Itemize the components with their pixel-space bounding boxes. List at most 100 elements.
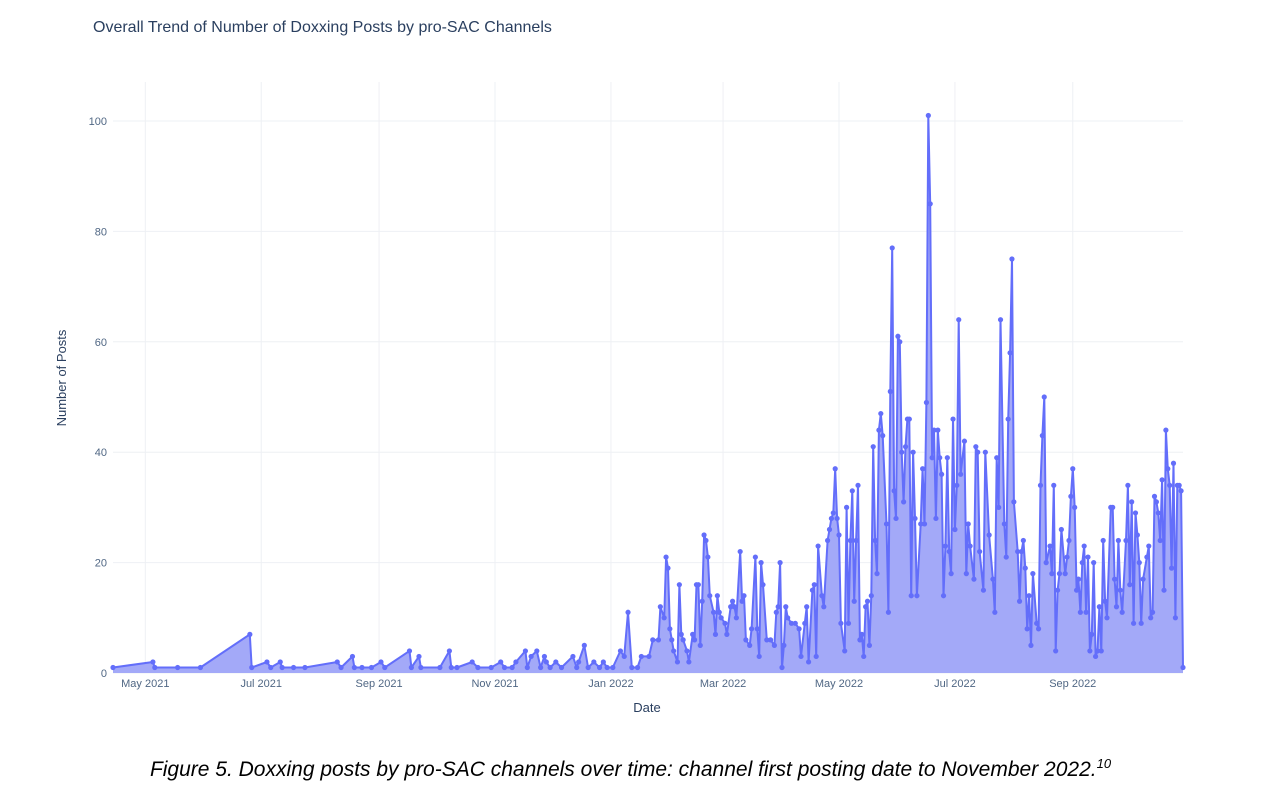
- data-point: [982, 449, 988, 455]
- data-point: [1155, 510, 1161, 516]
- data-point: [961, 438, 968, 444]
- data-point: [1066, 537, 1072, 544]
- data-point: [1072, 504, 1078, 510]
- data-point: [610, 664, 616, 671]
- data-point: [944, 455, 950, 461]
- data-point: [665, 565, 671, 571]
- data-point: [1102, 598, 1108, 604]
- data-point: [1138, 620, 1144, 626]
- data-point: [1178, 488, 1184, 494]
- data-point: [249, 664, 255, 671]
- data-point: [950, 416, 956, 422]
- data-point: [1119, 609, 1125, 615]
- data-point: [1146, 543, 1152, 549]
- data-point: [992, 609, 998, 615]
- data-point: [1129, 499, 1135, 505]
- data-point: [722, 620, 728, 626]
- data-point: [576, 659, 582, 665]
- data-point: [1079, 560, 1085, 566]
- data-point: [1030, 571, 1036, 577]
- data-point: [773, 609, 779, 615]
- data-point: [1005, 416, 1011, 422]
- data-point: [1115, 537, 1121, 544]
- data-point: [1073, 587, 1080, 593]
- data-point: [667, 626, 673, 632]
- data-point: [889, 245, 895, 251]
- data-point: [1041, 394, 1047, 400]
- data-point: [334, 659, 340, 665]
- data-point: [655, 637, 662, 643]
- data-point: [792, 620, 798, 626]
- data-point: [1104, 615, 1110, 621]
- data-point: [870, 444, 876, 450]
- data-point: [264, 659, 270, 665]
- data-point: [710, 609, 717, 615]
- data-point: [1149, 609, 1156, 615]
- data-point: [887, 388, 893, 395]
- data-point: [866, 642, 873, 649]
- data-point: [448, 664, 454, 671]
- data-point: [771, 642, 777, 649]
- data-point: [1070, 466, 1076, 472]
- data-point: [538, 664, 544, 671]
- data-point: [739, 598, 745, 604]
- data-point: [1028, 642, 1034, 649]
- caption-footnote: 10: [1096, 756, 1112, 771]
- data-point: [997, 317, 1004, 323]
- x-tick-label: May 2022: [815, 678, 863, 690]
- data-point: [747, 642, 753, 649]
- data-point: [416, 653, 422, 660]
- data-point: [906, 416, 912, 422]
- data-point: [805, 659, 812, 665]
- data-point: [1100, 537, 1106, 544]
- data-point: [878, 410, 884, 417]
- data-point: [669, 637, 675, 643]
- data-point: [874, 571, 880, 577]
- figure-caption: Figure 5. Doxxing posts by pro-SAC chann…: [0, 756, 1261, 782]
- data-point: [625, 609, 631, 615]
- data-point: [942, 543, 949, 549]
- data-point: [1011, 499, 1017, 505]
- data-point: [657, 604, 663, 610]
- data-point: [302, 664, 308, 671]
- data-point: [690, 631, 696, 637]
- data-point: [842, 648, 848, 654]
- data-point: [731, 604, 738, 610]
- data-point: [996, 504, 1002, 510]
- data-point: [832, 466, 838, 472]
- data-point: [764, 637, 770, 643]
- data-point: [868, 593, 874, 599]
- data-point: [1034, 620, 1040, 626]
- data-point: [338, 664, 344, 671]
- data-point: [382, 664, 388, 671]
- data-point: [368, 664, 375, 671]
- data-point: [695, 582, 701, 588]
- x-tick-label: Sep 2021: [356, 678, 403, 690]
- data-point: [931, 427, 937, 433]
- data-point: [986, 532, 992, 538]
- data-point: [454, 664, 460, 671]
- data-point: [1064, 554, 1070, 560]
- data-point: [1026, 593, 1032, 599]
- data-point: [844, 504, 850, 510]
- data-point: [1053, 648, 1059, 654]
- data-point: [1058, 526, 1064, 533]
- data-point: [1020, 537, 1026, 544]
- x-axis-ticks: May 2021 Jul 2021 Sep 2021 Nov 2021 Jan 2022…: [121, 678, 1096, 690]
- data-point: [828, 515, 835, 522]
- data-point: [604, 664, 610, 671]
- y-tick-label: 0: [101, 668, 107, 680]
- data-point: [1127, 582, 1133, 588]
- data-point: [1022, 565, 1028, 571]
- data-point: [1091, 560, 1097, 566]
- y-tick-label: 80: [95, 226, 107, 238]
- data-point: [901, 499, 907, 505]
- data-point: [838, 620, 844, 626]
- data-point: [152, 664, 158, 671]
- data-point: [977, 548, 983, 555]
- data-point: [1089, 631, 1095, 637]
- data-point: [880, 433, 886, 439]
- data-point: [1176, 482, 1182, 488]
- data-point: [821, 604, 827, 610]
- data-point: [408, 664, 414, 671]
